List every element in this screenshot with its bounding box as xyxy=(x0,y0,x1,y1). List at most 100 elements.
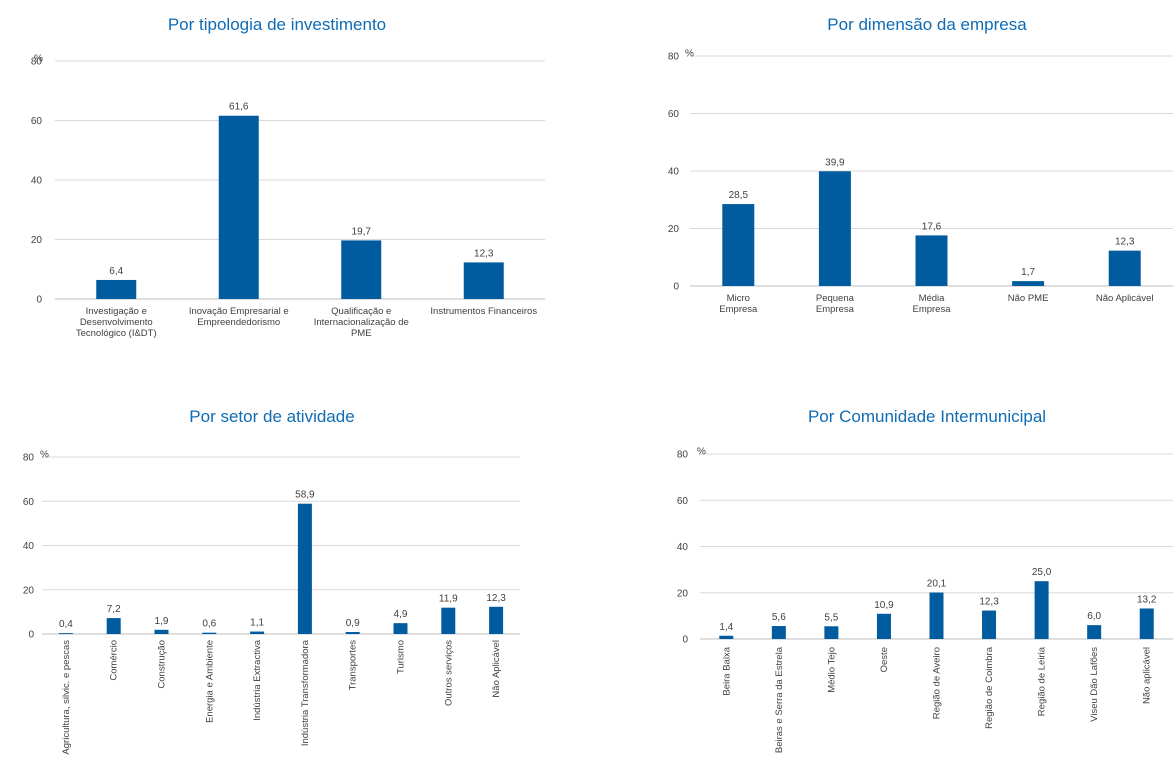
data-label: 39,9 xyxy=(825,157,845,168)
bar xyxy=(218,115,259,300)
chart-title: Por setor de atividade xyxy=(189,407,354,426)
y-tick-label: 20 xyxy=(677,588,689,599)
y-tick-label: 60 xyxy=(677,496,689,507)
bar xyxy=(1087,625,1102,639)
y-unit-label: % xyxy=(685,49,694,60)
y-tick-label: 40 xyxy=(23,541,35,552)
bar xyxy=(202,632,217,634)
category-label: Agricultura, silvic. e pescas xyxy=(61,640,72,755)
bar xyxy=(1139,608,1154,639)
data-label: 61,6 xyxy=(229,102,249,113)
category-label: Comércio xyxy=(109,640,120,681)
data-label: 19,7 xyxy=(352,226,372,237)
chart-dimensao-empresa: Por dimensão da empresa 0 20 40 60 80 % 28,5 Mic… xyxy=(668,15,1173,315)
y-tick-label: 80 xyxy=(677,450,689,461)
bar xyxy=(722,204,755,286)
category-label: Construção xyxy=(157,640,168,689)
data-label: 1,4 xyxy=(719,622,733,633)
bar xyxy=(982,610,997,639)
y-tick-label: 40 xyxy=(668,167,680,178)
data-label: 0,4 xyxy=(59,619,73,630)
bar xyxy=(818,171,851,286)
category-label: Indústria Transformadora xyxy=(300,639,311,746)
bar xyxy=(96,279,137,299)
bar xyxy=(297,503,312,634)
bar xyxy=(345,632,360,634)
data-label: 10,9 xyxy=(874,600,894,611)
y-tick-label: 60 xyxy=(23,497,35,508)
category-label: Indústria Extractiva xyxy=(252,639,263,720)
data-label: 25,0 xyxy=(1032,567,1052,578)
data-label: 7,2 xyxy=(107,604,121,615)
data-label: 6,0 xyxy=(1087,611,1101,622)
data-label: 5,5 xyxy=(824,612,838,623)
bar xyxy=(824,626,839,639)
bar xyxy=(719,635,734,639)
category-label: Não Aplicável xyxy=(491,640,502,698)
category-label: Região de Leiria xyxy=(1037,646,1048,716)
category-label: Não aplicável xyxy=(1142,647,1153,704)
data-label: 1,9 xyxy=(155,616,169,627)
chart-setor-atividade: Por setor de atividade 0 20 40 60 80 % 0,4 Agric… xyxy=(23,407,520,755)
data-label: 5,6 xyxy=(772,612,786,623)
bar xyxy=(489,606,504,634)
category-label: Não Aplicável xyxy=(1096,293,1154,304)
bar xyxy=(463,262,504,299)
category-label: Investigação e Desenvolvimento Tecnológico… xyxy=(76,306,157,339)
y-tick-label: 80 xyxy=(23,453,35,464)
data-label: 28,5 xyxy=(729,190,749,201)
y-tick-label: 60 xyxy=(668,109,680,120)
y-tick-label: 0 xyxy=(673,282,679,293)
category-label: Instrumentos Financeiros xyxy=(430,306,537,317)
bar xyxy=(929,592,944,639)
data-label: 4,9 xyxy=(394,609,408,620)
chart-tipologia-investimento: Por tipologia de investimento 0 20 40 60 80% 6… xyxy=(31,15,545,339)
category-label: Transportes xyxy=(348,640,359,691)
data-label: 1,7 xyxy=(1021,267,1035,278)
y-tick-label: 0 xyxy=(36,295,42,306)
category-label: Turismo xyxy=(396,640,407,674)
data-label: 12,3 xyxy=(979,597,999,608)
bar xyxy=(1108,250,1141,286)
data-label: 1,1 xyxy=(250,618,264,629)
y-unit-label: % xyxy=(40,450,49,461)
bar xyxy=(1012,281,1045,286)
data-label: 17,6 xyxy=(922,221,942,232)
bar xyxy=(341,240,382,299)
data-label: 12,3 xyxy=(1115,237,1135,248)
bar xyxy=(58,633,73,634)
category-label: Energia e Ambiente xyxy=(204,640,215,723)
data-label: 58,9 xyxy=(295,490,315,501)
bar xyxy=(250,631,265,634)
y-unit-label: % xyxy=(697,447,706,458)
bar xyxy=(771,626,786,639)
y-tick-label: 40 xyxy=(677,542,689,553)
category-label: Não PME xyxy=(1008,293,1049,304)
category-label: Qualificação e Internacionalização de PME xyxy=(314,306,409,339)
y-tick-label: 0 xyxy=(682,635,688,646)
y-tick-label: 40 xyxy=(31,176,43,187)
bar xyxy=(393,623,408,634)
category-label: Região de Coimbra xyxy=(984,646,995,729)
bar xyxy=(876,613,891,639)
category-label: Média Empresa xyxy=(912,293,951,315)
category-label: Outros serviços xyxy=(443,640,454,706)
data-label: 12,3 xyxy=(486,593,506,604)
category-label: Médio Tejo xyxy=(826,647,837,693)
bar xyxy=(441,607,456,634)
data-label: 13,2 xyxy=(1137,594,1157,605)
data-label: 20,1 xyxy=(927,579,947,590)
y-tick-label: 80 xyxy=(31,57,43,68)
y-tick-label: 20 xyxy=(23,585,35,596)
y-tick-label: 0 xyxy=(28,630,34,641)
category-label: Pequena Empresa xyxy=(816,293,855,315)
chart-title: Por dimensão da empresa xyxy=(827,15,1027,34)
y-tick-label: 60 xyxy=(31,116,43,127)
category-label: Viseu Dão Lafões xyxy=(1089,647,1100,722)
category-label: Região de Aveiro xyxy=(932,647,943,719)
data-label: 11,9 xyxy=(439,594,458,605)
y-tick-label: 80 xyxy=(668,52,680,63)
y-tick-label: 20 xyxy=(668,224,680,235)
bar xyxy=(915,235,948,286)
